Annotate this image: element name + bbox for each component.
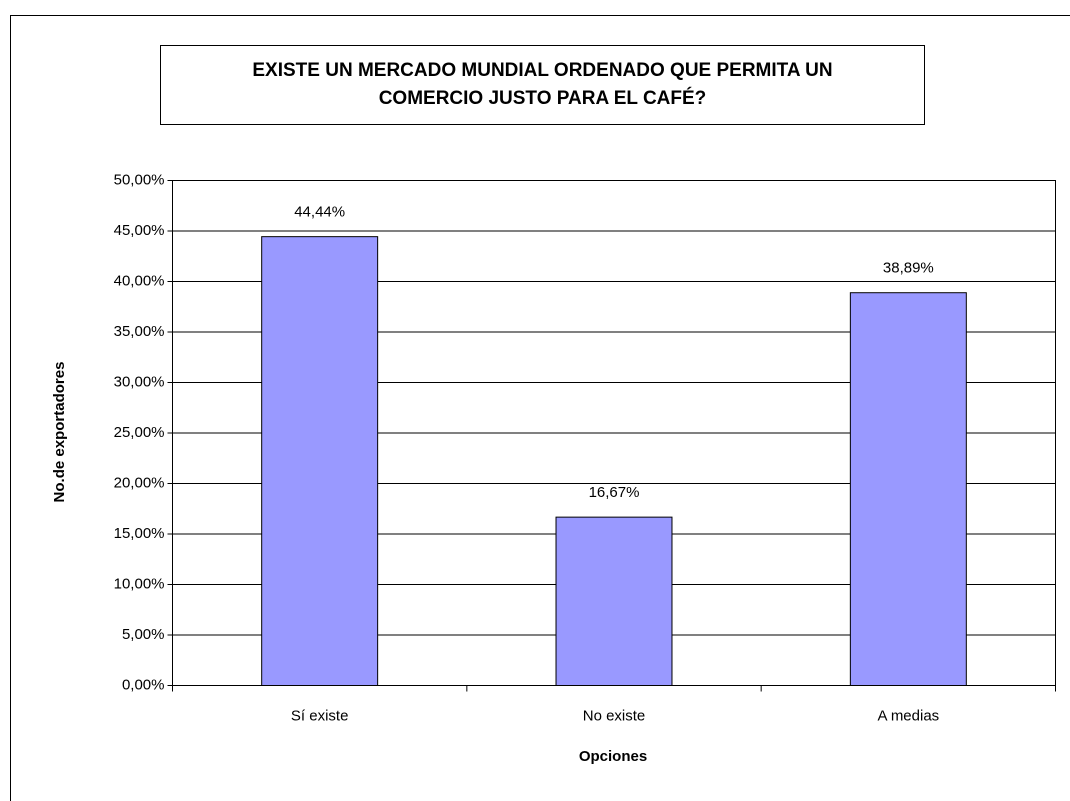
data-label: 44,44% [294, 204, 345, 221]
y-tick-label: 20,00% [114, 474, 165, 491]
y-tick-label: 30,00% [114, 373, 165, 390]
bar [849, 292, 967, 686]
data-label: 16,67% [589, 484, 640, 501]
x-tick-label: Sí existe [291, 707, 349, 724]
y-tick-label: 10,00% [114, 575, 165, 592]
y-axis-label: No.de exportadores [51, 362, 68, 503]
chart-border [10, 15, 1070, 801]
y-tick-label: 35,00% [114, 323, 165, 340]
data-label: 38,89% [883, 260, 934, 277]
y-tick-label: 15,00% [114, 525, 165, 542]
y-tick-label: 40,00% [114, 272, 165, 289]
y-tick-label: 5,00% [122, 626, 165, 643]
x-tick-label: No existe [583, 707, 646, 724]
bar [261, 236, 379, 686]
y-tick-label: 50,00% [114, 171, 165, 188]
y-tick-label: 0,00% [122, 676, 165, 693]
x-tick-label: A medias [877, 707, 939, 724]
x-axis-label: Opciones [579, 748, 647, 765]
bar [555, 516, 673, 686]
y-tick-label: 25,00% [114, 424, 165, 441]
y-tick-label: 45,00% [114, 222, 165, 239]
chart-title: EXISTE UN MERCADO MUNDIAL ORDENADO QUE P… [160, 45, 925, 125]
